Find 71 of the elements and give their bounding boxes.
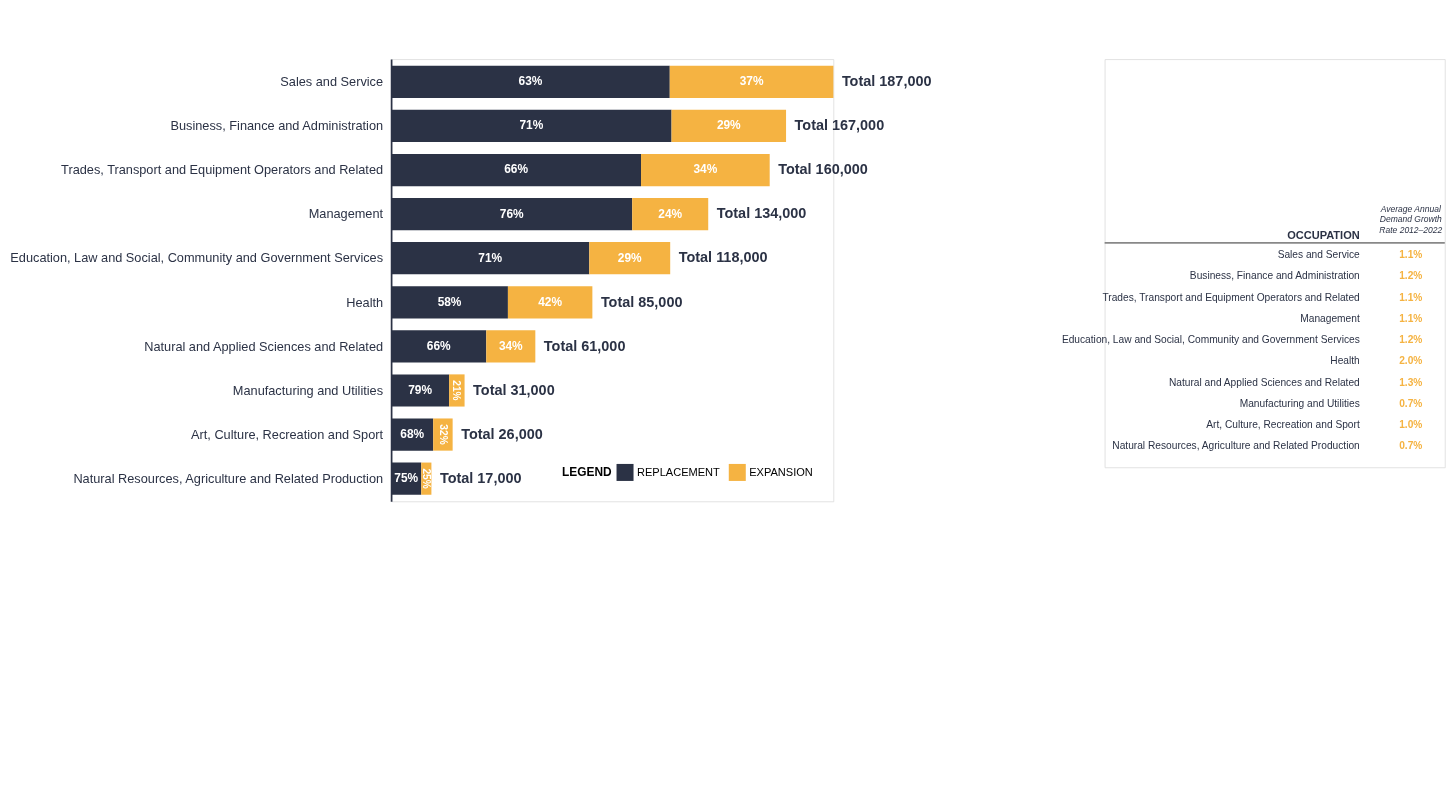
- text: 1.2%: [1399, 270, 1423, 282]
- category-label: Education, Law and Social, Community and Government Services: [1061, 334, 1360, 346]
- text: OCCUPATION: [1287, 229, 1360, 242]
- text: 2.0%: [1399, 355, 1423, 367]
- total-label: Total 160,000: [778, 161, 868, 178]
- bar: [632, 198, 709, 231]
- category-label: Health: [1330, 355, 1360, 367]
- annotation: 63%: [518, 74, 543, 89]
- annotation: 21%: [451, 380, 463, 401]
- total-label: Total 31,000: [473, 381, 555, 398]
- annotation: 25%: [420, 468, 432, 489]
- total-label: Total 187,000: [841, 73, 932, 90]
- legend-label: EXPANSION: [749, 465, 813, 478]
- annotation: 58%: [437, 294, 462, 309]
- bar: [641, 153, 770, 187]
- total-label: Total 26,000: [461, 425, 543, 442]
- category-label: Business, Finance and Administration: [1189, 270, 1360, 282]
- total-label: Total 17,000: [439, 469, 522, 486]
- text: Average Annual Demand Growth Rate 2012–2022: [1379, 204, 1443, 235]
- annotation: 71%: [519, 118, 544, 133]
- y-tick-label: Education, Law and Social, Community and Government Services: [10, 250, 384, 266]
- category-label: Natural Resources, Agriculture and Related Production: [1112, 440, 1360, 452]
- total-label: Total 134,000: [716, 205, 807, 222]
- category-label: Trades, Transport and Equipment Operators and Related: [1102, 291, 1361, 303]
- text: 1.1%: [1399, 312, 1423, 324]
- annotation: 66%: [426, 338, 452, 353]
- text: 1.2%: [1399, 334, 1423, 346]
- legend-title: LEGEND: [562, 464, 613, 479]
- annotation: 76%: [499, 206, 524, 221]
- total-label: Total 61,000: [543, 337, 626, 354]
- annotation: 42%: [538, 294, 563, 309]
- annotation: 29%: [716, 118, 742, 133]
- y-tick-label: Health: [346, 294, 384, 310]
- annotation: 29%: [617, 250, 643, 265]
- annotation: 79%: [408, 382, 433, 397]
- text: 1.0%: [1399, 419, 1423, 431]
- total-label: Total 85,000: [600, 293, 683, 310]
- annotation: 75%: [394, 471, 419, 486]
- category-label: Management: [1300, 312, 1360, 324]
- total-label: Total 118,000: [678, 249, 768, 266]
- legend-label: REPLACEMENT: [636, 465, 721, 478]
- category-label: Natural and Applied Sciences and Related: [1168, 376, 1361, 388]
- text: 1.3%: [1399, 376, 1423, 388]
- y-tick-label: Natural and Applied Sciences and Related: [144, 338, 384, 354]
- total-label: Total 167,000: [794, 117, 885, 134]
- annotation: 32%: [437, 424, 449, 445]
- bar: [669, 65, 834, 98]
- y-tick-label: Management: [308, 206, 384, 222]
- annotation: 34%: [498, 338, 524, 353]
- y-tick-label: Art, Culture, Recreation and Sport: [191, 426, 384, 442]
- bar: [671, 109, 787, 143]
- y-tick-label: Natural Resources, Agriculture and Related Production: [73, 470, 384, 486]
- y-tick-label: Manufacturing and Utilities: [232, 382, 384, 398]
- annotation: 71%: [478, 250, 503, 265]
- text: 1.1%: [1399, 249, 1423, 261]
- annotation: 34%: [693, 162, 718, 177]
- bar: [589, 242, 671, 275]
- y-tick-label: Sales and Service: [280, 74, 384, 90]
- bar: [507, 286, 593, 319]
- annotation: 24%: [658, 206, 683, 221]
- annotation: 66%: [504, 162, 529, 177]
- text: 1.1%: [1399, 291, 1423, 303]
- annotation: 37%: [739, 74, 764, 89]
- category-label: Art, Culture, Recreation and Sport: [1206, 419, 1360, 431]
- category-label: Sales and Service: [1277, 249, 1361, 261]
- y-tick-label: Business, Finance and Administration: [170, 118, 384, 134]
- annotation: 68%: [400, 426, 425, 441]
- category-label: Manufacturing and Utilities: [1239, 397, 1360, 409]
- text: 0.7%: [1399, 397, 1423, 409]
- y-tick-label: Trades, Transport and Equipment Operators and Related: [61, 162, 384, 178]
- text: 0.7%: [1399, 440, 1423, 452]
